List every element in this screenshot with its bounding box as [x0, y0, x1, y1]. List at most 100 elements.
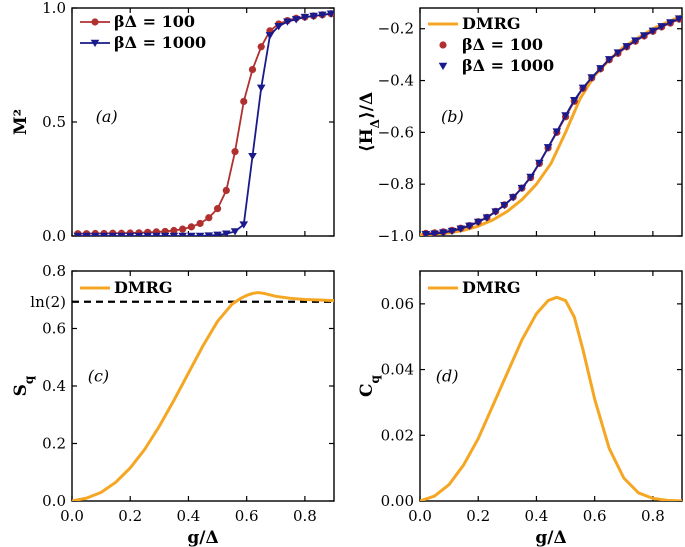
data-point: [205, 214, 213, 222]
data-point: [613, 49, 623, 57]
data-point: [195, 232, 205, 236]
legend-entry: βΔ = 100: [439, 35, 543, 54]
legend-marker: [439, 41, 447, 49]
y-axis-label: M²: [11, 109, 31, 135]
data-point: [196, 219, 204, 228]
y-tick-label: −0.4: [378, 72, 414, 90]
y-tick-label: 0.2: [42, 435, 66, 453]
data-point: [248, 65, 257, 74]
data-point: [213, 231, 222, 236]
data-point: [160, 232, 170, 236]
axes-frame: [71, 270, 335, 502]
data-point: [666, 19, 675, 27]
x-tick-label: 0.6: [235, 507, 259, 525]
data-point: [134, 232, 144, 236]
data-point: [256, 84, 266, 92]
data-point: [569, 97, 579, 105]
y-tick-label: 1.0: [42, 0, 66, 17]
data-point: [222, 186, 230, 194]
data-point: [178, 232, 187, 236]
axes-frame: [419, 270, 683, 502]
data-point: [82, 232, 91, 236]
data-point: [125, 232, 135, 236]
data-point: [430, 230, 439, 236]
data-point: [231, 148, 239, 156]
data-point: [596, 65, 605, 73]
axes-frame: [419, 7, 683, 237]
data-point: [169, 232, 179, 236]
data-point: [657, 23, 666, 31]
data-point: [108, 232, 118, 236]
data-point: [648, 27, 658, 35]
y-axis-label: Cq: [357, 374, 382, 397]
panel-annotation: (a): [96, 107, 118, 126]
data-point: [213, 205, 222, 213]
data-point: [326, 10, 334, 18]
x-tick-label: 0.8: [293, 507, 317, 525]
data-point: [622, 43, 631, 51]
legend-label: βΔ = 1000: [462, 56, 554, 75]
y-tick-label: 0.0: [42, 227, 66, 245]
data-point: [508, 194, 518, 202]
x-tick-label: 0.0: [408, 507, 432, 525]
data-point: [309, 12, 318, 21]
data-point: [221, 230, 231, 236]
data-point: [99, 232, 109, 236]
data-point: [240, 97, 248, 106]
plot-area: [72, 291, 334, 501]
data-point: [438, 229, 448, 236]
y-tick-label: 0.0: [42, 492, 66, 510]
y-tick-label: −0.2: [378, 20, 414, 38]
y-tick-label: 0.8: [42, 262, 66, 280]
panel-c: 0.0 0.2 0.4 0.6 0.8 0.0 0.2 0.4 0.6 0.8 ln(2) g/Δ Sq…: [11, 262, 335, 547]
data-point: [526, 173, 535, 182]
y-tick-label: −0.8: [378, 175, 414, 193]
legend-label: βΔ = 100: [114, 12, 195, 31]
legend-label: DMRG: [462, 278, 521, 297]
y-tick-label: 0.5: [42, 113, 66, 131]
y-tick-label: 0.04: [381, 361, 414, 379]
data-point: [152, 232, 161, 236]
legend-label: DMRG: [462, 14, 521, 33]
data-point: [578, 84, 588, 92]
y-tick-label: −0.6: [378, 123, 414, 141]
data-point: [90, 232, 100, 236]
legend-marker: [438, 62, 448, 71]
legend-marker: [90, 39, 100, 48]
x-tick-label: 0.2: [466, 507, 490, 525]
x-tick-label: 0.2: [118, 507, 142, 525]
data-point: [179, 225, 187, 233]
data-point: [639, 32, 649, 40]
data-point: [552, 128, 562, 136]
legend-entry: DMRG: [80, 278, 173, 297]
y-tick-label: 0.4: [42, 377, 66, 395]
plot-area: [73, 10, 334, 236]
series-line-0: [420, 295, 682, 501]
data-point: [248, 152, 257, 161]
x-axis-label: g/Δ: [535, 528, 566, 547]
data-point: [421, 230, 431, 236]
data-point: [283, 18, 292, 26]
legend-marker: [91, 18, 99, 26]
data-point: [239, 221, 249, 229]
legend-label: βΔ = 1000: [114, 33, 206, 52]
y-tick-label: 0.00: [381, 492, 414, 510]
data-point: [491, 208, 500, 216]
data-point: [265, 32, 275, 40]
panel-d: 0.0 0.2 0.4 0.6 0.8 0.00 0.02 0.04 0.06 g/Δ Cq (d) D…: [357, 270, 683, 547]
data-point: [604, 56, 614, 64]
data-point: [204, 232, 214, 236]
y-tick-label: 0.06: [381, 295, 414, 313]
data-point: [535, 159, 544, 168]
legend-entry: βΔ = 1000: [80, 33, 206, 52]
data-point: [300, 13, 310, 22]
panel-annotation: (b): [441, 107, 464, 126]
data-point: [500, 201, 509, 210]
legend-label: βΔ = 100: [462, 35, 543, 54]
x-tick-label: 0.8: [641, 507, 665, 525]
data-point: [482, 214, 492, 222]
x-tick-label: 0.6: [583, 507, 607, 525]
data-point: [187, 223, 195, 231]
data-point: [318, 11, 327, 19]
